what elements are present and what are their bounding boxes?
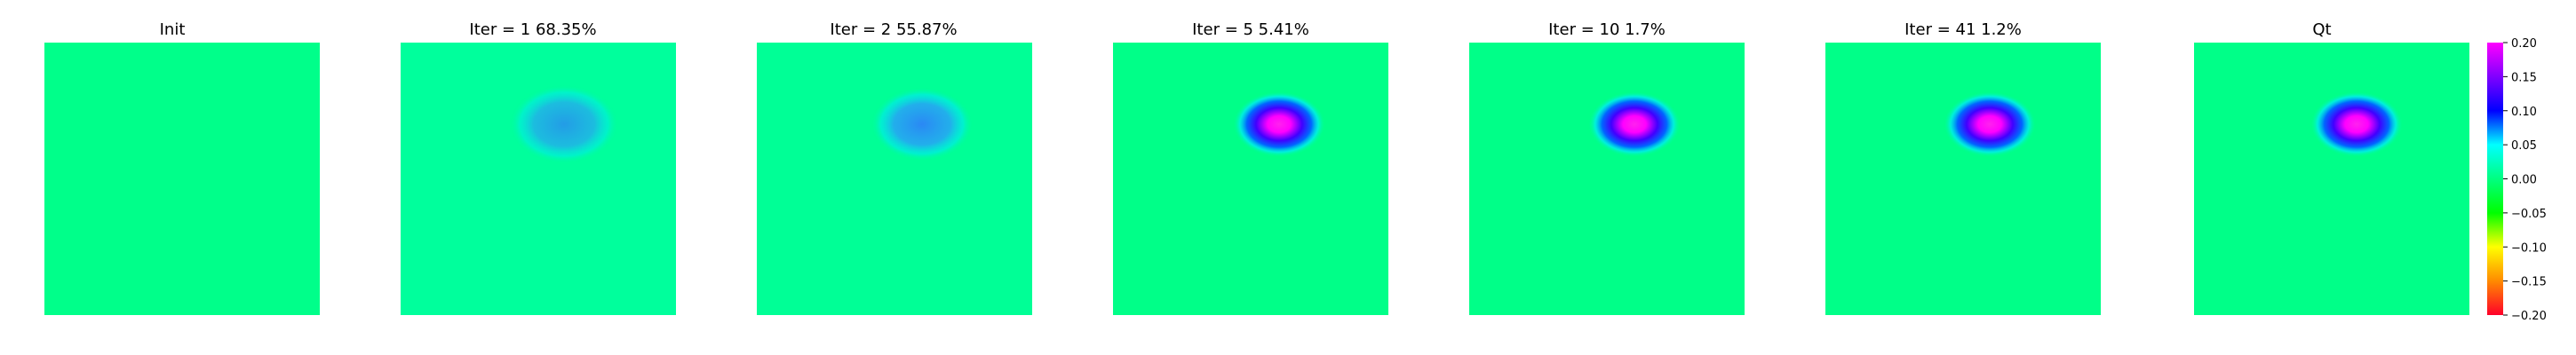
heatmap-background — [757, 43, 1032, 315]
panel-title: Iter = 2 55.87% — [830, 20, 957, 39]
panel-title: Init — [160, 20, 186, 39]
panel-title: Iter = 5 5.41% — [1192, 20, 1309, 39]
colorbar-tick-label: 0.15 — [2511, 71, 2537, 84]
heatmap-background — [1469, 43, 1745, 315]
panel-title: Iter = 10 1.7% — [1548, 20, 1666, 39]
colorbar-ticks: 0.20 0.15 0.10 0.05 0.00 −0.05 −0.10 −0.15 −0.20 — [2503, 37, 2547, 323]
panel-title: Iter = 1 68.35% — [469, 20, 596, 39]
heatmap-background — [401, 43, 676, 315]
heatmap-panel-iter-10: Iter = 10 1.7% — [1469, 20, 1745, 315]
heatmap-blob — [1588, 91, 1681, 157]
heatmap-blob — [1233, 91, 1325, 157]
colorbar-tick-label: 0.10 — [2511, 106, 2537, 119]
colorbar-tick-label: −0.05 — [2511, 208, 2547, 221]
heatmap-blob — [1944, 91, 2036, 157]
heatmap-blob — [509, 84, 619, 164]
heatmap-panel-iter-5: Iter = 5 5.41% — [1113, 20, 1388, 315]
colorbar-tick-label: 0.05 — [2511, 139, 2537, 153]
colorbar-tick-label: −0.20 — [2511, 310, 2547, 323]
colorbar: 0.20 0.15 0.10 0.05 0.00 −0.05 −0.10 −0.15 −0.20 — [2487, 37, 2547, 323]
colorbar-gradient — [2487, 43, 2503, 315]
colorbar-tick-label: −0.15 — [2511, 276, 2547, 289]
heatmap-blob — [2310, 91, 2403, 157]
heatmap-background — [44, 43, 320, 315]
panel-title: Iter = 41 1.2% — [1904, 20, 2022, 39]
heatmap-panel-init: Init — [44, 20, 320, 315]
heatmap-background — [1825, 43, 2101, 315]
heatmap-panel-iter-41: Iter = 41 1.2% — [1825, 20, 2101, 315]
colorbar-tick-label: −0.10 — [2511, 241, 2547, 255]
colorbar-tick-label: 0.00 — [2511, 174, 2537, 187]
heatmap-panel-iter-2: Iter = 2 55.87% — [757, 20, 1032, 315]
heatmap-panel-iter-1: Iter = 1 68.35% — [401, 20, 676, 315]
heatmap-background — [1113, 43, 1388, 315]
colorbar-tick-label: 0.20 — [2511, 37, 2537, 51]
heatmap-background — [2194, 43, 2469, 315]
heatmap-blob — [871, 87, 974, 162]
heatmap-panel-qt: Qt — [2194, 20, 2469, 315]
panel-title: Qt — [2312, 20, 2331, 39]
